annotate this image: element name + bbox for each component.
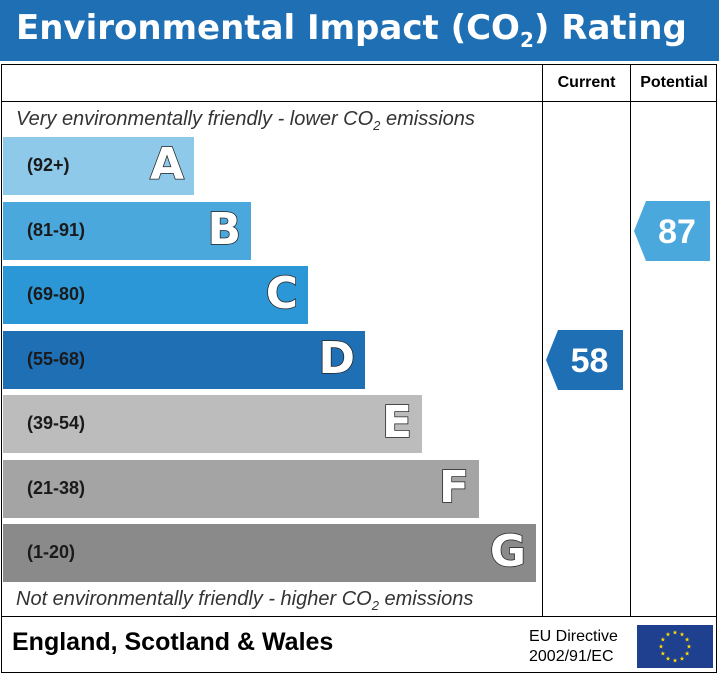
rating-band-g: (1-20) G xyxy=(3,524,536,582)
title-main: Environmental Impact (CO xyxy=(16,8,520,48)
rating-band-b: (81-91) B xyxy=(3,201,251,260)
band-letter: E xyxy=(381,396,413,449)
eu-star-icon xyxy=(672,658,678,663)
potential-arrow-shape xyxy=(634,200,710,261)
band-range-label: (55-68) xyxy=(27,348,86,369)
header-row-divider xyxy=(1,101,717,102)
band-range-label: (69-80) xyxy=(27,284,86,304)
page-title: Environmental Impact (CO2) Rating xyxy=(16,8,687,52)
band-letter: F xyxy=(438,461,470,514)
potential-column-header: Potential xyxy=(640,74,708,91)
title-end: ) Rating xyxy=(533,8,687,48)
rating-band-d: (55-68) D xyxy=(3,330,365,389)
bottom-note-end: emissions xyxy=(378,588,474,610)
band-letter: C xyxy=(265,267,299,320)
potential-rating-arrow: 87 xyxy=(634,200,710,261)
eu-star-icon xyxy=(684,651,690,656)
band-letter: G xyxy=(489,525,527,578)
band-letter: D xyxy=(318,332,356,385)
eu-flag-icon xyxy=(637,625,713,668)
bottom-note-text: Not environmentally friendly - higher CO xyxy=(16,588,372,610)
potential-column-divider xyxy=(630,64,631,617)
top-note-end: emissions xyxy=(380,108,475,130)
potential-rating-value: 87 xyxy=(658,212,696,251)
eu-star-icon xyxy=(679,631,685,637)
top-note-text: Very environmentally friendly - lower CO xyxy=(16,108,374,130)
header-bar: Environmental Impact (CO2) Rating xyxy=(0,0,719,61)
eu-star-icon xyxy=(660,651,666,656)
current-rating-value: 58 xyxy=(570,341,609,380)
rating-band-c: (69-80) C xyxy=(3,266,308,324)
title-subscript: 2 xyxy=(519,27,534,52)
band-letter: B xyxy=(207,203,242,256)
band-letter: A xyxy=(149,138,185,191)
bottom-note: Not environmentally friendly - higher CO… xyxy=(16,588,473,613)
footer-divider xyxy=(1,616,717,617)
eu-star-icon xyxy=(684,637,690,642)
eu-star-icon xyxy=(665,631,671,637)
current-column-header: Current xyxy=(557,74,616,91)
eu-star-icon xyxy=(686,644,692,649)
band-range-label: (1-20) xyxy=(27,542,76,562)
eu-star-icon xyxy=(672,630,678,635)
current-arrow-shape xyxy=(546,329,623,390)
top-note-subscript: 2 xyxy=(373,118,381,133)
eu-star-icon xyxy=(658,644,664,649)
band-range-label: (92+) xyxy=(27,155,70,175)
eu-directive-line2: 2002/91/EC xyxy=(529,648,614,665)
bottom-note-subscript: 2 xyxy=(371,598,379,613)
top-note: Very environmentally friendly - lower CO… xyxy=(16,108,475,133)
eu-star-icon xyxy=(665,656,671,661)
region-label: England, Scotland & Wales xyxy=(12,628,334,656)
rating-band-a: (92+) A xyxy=(3,137,194,195)
eu-directive-line1: EU Directive xyxy=(529,628,618,645)
band-range-label: (39-54) xyxy=(27,413,86,433)
band-range-label: (81-91) xyxy=(27,219,86,240)
rating-frame xyxy=(1,64,717,673)
eu-star-icon xyxy=(679,656,685,661)
current-column-divider xyxy=(542,64,543,617)
band-range-label: (21-38) xyxy=(27,477,86,498)
rating-band-e: (39-54) E xyxy=(3,395,422,453)
eu-directive-label: EU Directive 2002/91/EC xyxy=(529,627,618,667)
current-rating-arrow: 58 xyxy=(546,329,623,390)
eu-star-icon xyxy=(660,637,666,642)
rating-band-f: (21-38) F xyxy=(3,459,479,518)
